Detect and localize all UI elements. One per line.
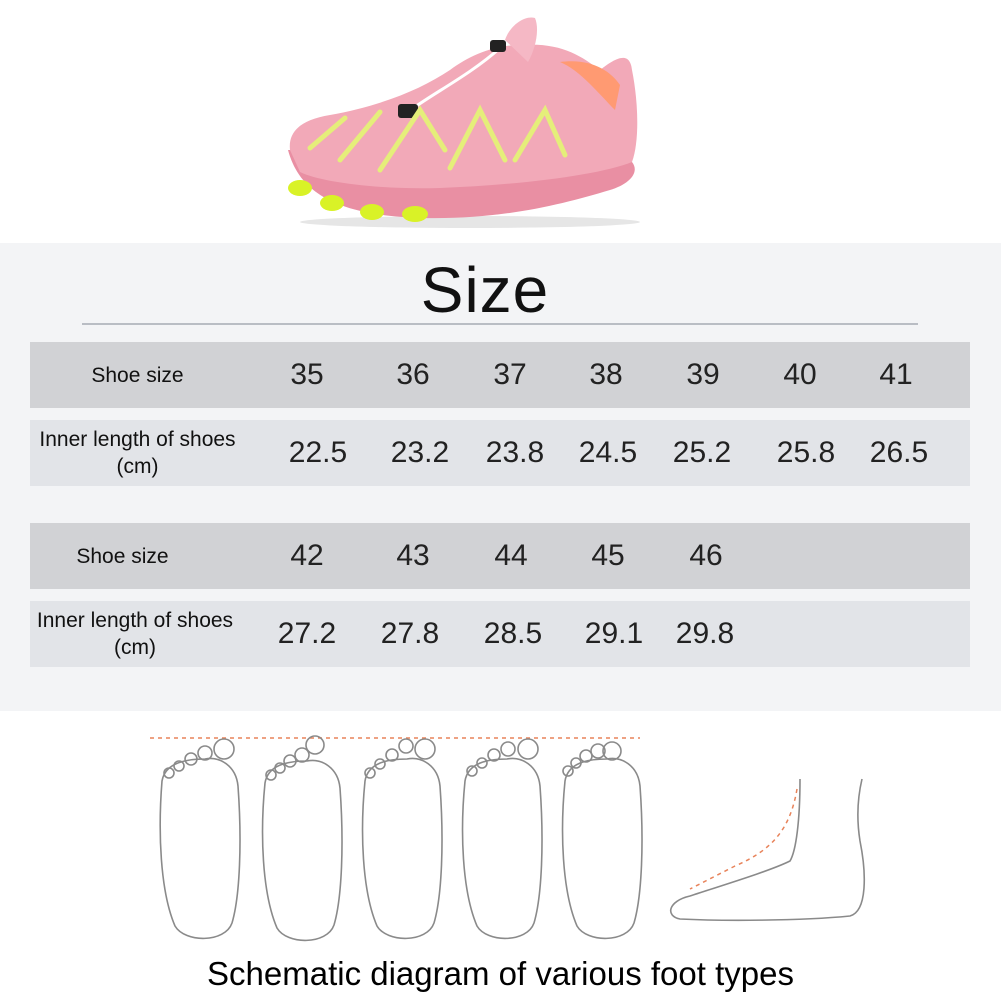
length-cell: 25.8 [776,436,836,469]
size-chart-title: Size [420,254,550,326]
inner-length-label: Inner length of shoes (cm) [36,609,234,659]
length-cell: 27.8 [380,617,440,650]
size-cell: 43 [396,539,430,572]
foot-types-diagram [0,711,1001,1001]
shoe-size-label: Shoe size [76,544,169,568]
foot-outlines-icon [150,735,866,942]
size-row-1: Shoe size 35 36 37 38 39 40 41 [30,342,970,408]
size-cell: 40 [783,358,817,391]
pink-water-shoe-icon [288,17,640,228]
size-cell: 35 [290,358,324,391]
title-divider [82,323,918,325]
length-cell: 26.5 [869,436,929,469]
size-row-2: Shoe size 42 43 44 45 46 [30,523,970,589]
length-cell: 29.1 [584,617,644,650]
size-cell: 38 [589,358,623,391]
length-cell: 28.5 [483,617,543,650]
shoe-size-label: Shoe size [91,363,184,387]
length-row-1: Inner length of shoes (cm) 22.5 23.2 23.… [30,420,970,486]
inner-length-label: Inner length of shoes (cm) [39,428,236,478]
size-cell: 37 [493,358,527,391]
size-cell: 45 [591,539,625,572]
length-cell: 23.2 [390,436,450,469]
length-cell: 29.8 [675,617,735,650]
length-cell: 23.8 [485,436,545,469]
length-cell: 27.2 [277,617,337,650]
size-cell: 46 [689,539,723,572]
size-cell: 44 [494,539,528,572]
foot-types-caption: Schematic diagram of various foot types [207,955,794,992]
size-cell: 39 [686,358,720,391]
length-cell: 22.5 [288,436,348,469]
length-cell: 25.2 [672,436,732,469]
size-cell: 41 [879,358,913,391]
size-cell: 36 [396,358,430,391]
length-row-2: Inner length of shoes (cm) 27.2 27.8 28.… [30,601,970,667]
size-cell: 42 [290,539,324,572]
product-image [0,0,1001,243]
length-cell: 24.5 [578,436,638,469]
